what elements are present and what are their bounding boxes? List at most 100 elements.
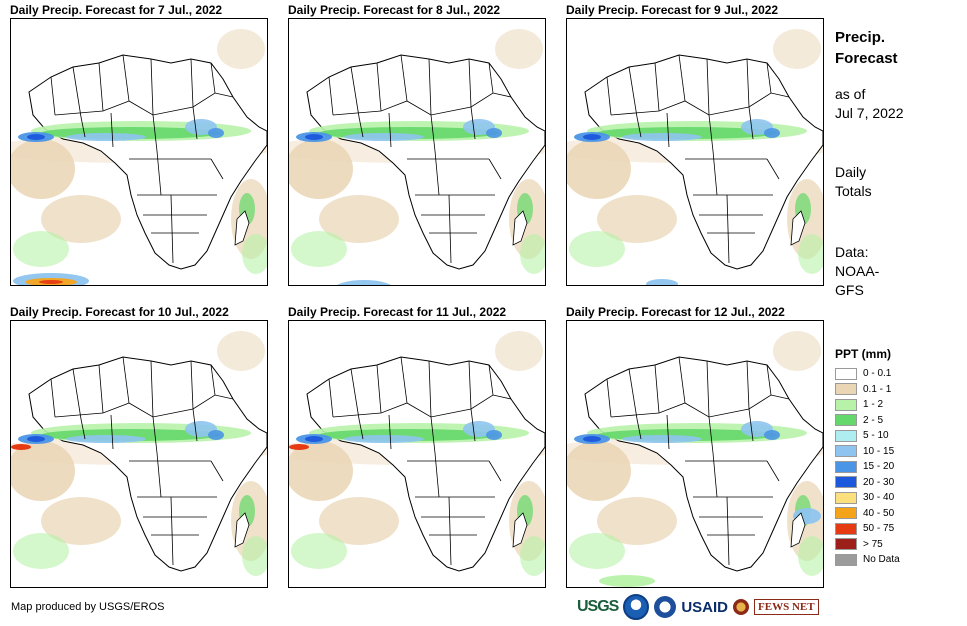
country-border bbox=[150, 360, 154, 418]
legend-swatch bbox=[835, 429, 857, 442]
precip-area bbox=[11, 444, 31, 450]
legend-label: 10 - 15 bbox=[863, 445, 895, 457]
country-border bbox=[190, 360, 194, 410]
country-border bbox=[328, 76, 334, 116]
precip-area bbox=[319, 497, 399, 545]
precip-area bbox=[27, 134, 45, 140]
precip-area bbox=[569, 533, 625, 569]
country-border bbox=[430, 416, 436, 454]
precip-area bbox=[66, 133, 146, 141]
precip-area bbox=[344, 133, 424, 141]
country-border bbox=[350, 66, 360, 118]
legend-item: 0.1 - 1 bbox=[835, 382, 900, 398]
madagascar-outline bbox=[512, 210, 528, 246]
country-border bbox=[488, 62, 494, 94]
country-border bbox=[636, 116, 642, 138]
precip-map bbox=[566, 18, 824, 286]
precip-area bbox=[583, 436, 601, 442]
country-border bbox=[766, 158, 780, 180]
country-border bbox=[766, 62, 772, 94]
country-border bbox=[488, 460, 502, 482]
precip-map bbox=[288, 320, 546, 588]
country-border bbox=[400, 356, 408, 404]
country-border bbox=[210, 364, 216, 396]
country-border bbox=[170, 194, 174, 264]
precip-area bbox=[66, 435, 146, 443]
country-border bbox=[122, 54, 130, 102]
country-border bbox=[122, 356, 130, 404]
precip-area bbox=[305, 134, 323, 140]
panel-title: Daily Precip. Forecast for 10 Jul., 2022 bbox=[10, 305, 229, 319]
legend-swatch bbox=[835, 460, 857, 473]
precip-area bbox=[337, 280, 391, 285]
precip-area bbox=[520, 536, 545, 576]
precip-area bbox=[597, 497, 677, 545]
country-border bbox=[400, 54, 408, 102]
country-border bbox=[726, 194, 730, 264]
forecast-panel-jul10: Daily Precip. Forecast for 10 Jul., 2022 bbox=[10, 305, 268, 588]
precip-area bbox=[486, 128, 502, 138]
legend-swatch bbox=[835, 538, 857, 551]
africa-landmass bbox=[28, 356, 267, 572]
legend-label: > 75 bbox=[863, 538, 883, 550]
madagascar-outline bbox=[790, 512, 806, 548]
precip-area bbox=[11, 441, 75, 501]
country-border bbox=[488, 364, 494, 396]
country-border bbox=[430, 114, 436, 152]
precip-area bbox=[242, 536, 267, 576]
africa-map-svg bbox=[567, 29, 823, 285]
precip-area bbox=[217, 29, 265, 69]
country-border bbox=[766, 364, 772, 396]
precip-area bbox=[27, 436, 45, 442]
precip-area bbox=[773, 331, 821, 371]
country-border bbox=[376, 364, 382, 414]
country-border bbox=[156, 150, 162, 196]
africa-landmass bbox=[306, 356, 545, 572]
precip-area bbox=[646, 279, 678, 285]
precip-map bbox=[566, 320, 824, 588]
precip-area bbox=[597, 195, 677, 243]
fews-globe-icon bbox=[733, 599, 750, 615]
legend-label: 50 - 75 bbox=[863, 523, 895, 535]
precip-area bbox=[208, 128, 224, 138]
madagascar-outline bbox=[234, 512, 250, 548]
legend-swatch bbox=[835, 367, 857, 380]
precip-area bbox=[217, 331, 265, 371]
fews-net-logo: FEWS NET bbox=[754, 599, 819, 615]
precip-area bbox=[567, 139, 631, 199]
country-border bbox=[72, 368, 82, 420]
country-border bbox=[448, 496, 452, 566]
precip-area bbox=[13, 533, 69, 569]
precip-area bbox=[41, 497, 121, 545]
precip-area bbox=[520, 234, 545, 274]
country-border bbox=[448, 194, 452, 264]
country-border bbox=[678, 356, 686, 404]
country-border bbox=[434, 452, 440, 498]
africa-landmass bbox=[306, 54, 545, 270]
country-border bbox=[628, 368, 638, 420]
panel-title: Daily Precip. Forecast for 11 Jul., 2022 bbox=[288, 305, 507, 319]
precip-area bbox=[289, 139, 353, 199]
panel-title: Daily Precip. Forecast for 9 Jul., 2022 bbox=[566, 3, 779, 17]
precip-area bbox=[39, 280, 63, 284]
country-border bbox=[210, 62, 216, 94]
country-border bbox=[434, 150, 440, 196]
country-border bbox=[388, 112, 392, 148]
madagascar-outline bbox=[790, 210, 806, 246]
precip-map bbox=[10, 320, 268, 588]
legend-label: 0.1 - 1 bbox=[863, 383, 892, 395]
precip-area bbox=[773, 29, 821, 69]
legend-title: PPT (mm) bbox=[835, 347, 892, 361]
precip-area bbox=[486, 430, 502, 440]
usaid-logo: USAID bbox=[681, 598, 729, 616]
sidebar-as-of: as of Jul 7, 2022 bbox=[835, 86, 904, 121]
country-border bbox=[654, 62, 660, 112]
country-border bbox=[468, 360, 472, 410]
precip-map bbox=[288, 18, 546, 286]
precip-area bbox=[583, 134, 601, 140]
country-border bbox=[110, 112, 114, 148]
legend-label: 2 - 5 bbox=[863, 414, 884, 426]
africa-landmass bbox=[584, 54, 823, 270]
legend-swatch bbox=[835, 398, 857, 411]
country-border bbox=[666, 112, 670, 148]
